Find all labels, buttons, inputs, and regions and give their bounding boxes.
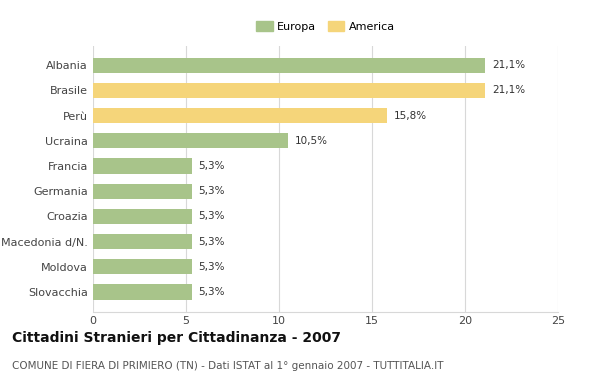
Text: 15,8%: 15,8% (394, 111, 427, 120)
Text: 5,3%: 5,3% (198, 237, 224, 247)
Bar (93, 158, 191, 174)
Bar (93, 284, 191, 299)
Legend: Europa, America: Europa, America (252, 17, 399, 36)
Text: 5,3%: 5,3% (198, 287, 224, 297)
Bar (93, 209, 191, 224)
Bar (93, 133, 289, 148)
Text: 5,3%: 5,3% (198, 186, 224, 196)
Text: 21,1%: 21,1% (492, 60, 525, 70)
Bar (93, 259, 191, 274)
Bar (93, 83, 485, 98)
Bar (93, 108, 387, 123)
Text: 5,3%: 5,3% (198, 161, 224, 171)
Text: 5,3%: 5,3% (198, 262, 224, 272)
Text: 5,3%: 5,3% (198, 211, 224, 222)
Text: 10,5%: 10,5% (295, 136, 328, 146)
Text: COMUNE DI FIERA DI PRIMIERO (TN) - Dati ISTAT al 1° gennaio 2007 - TUTTITALIA.IT: COMUNE DI FIERA DI PRIMIERO (TN) - Dati … (12, 361, 443, 371)
Text: Cittadini Stranieri per Cittadinanza - 2007: Cittadini Stranieri per Cittadinanza - 2… (12, 331, 341, 345)
Bar (93, 234, 191, 249)
Bar (93, 58, 485, 73)
Bar (93, 184, 191, 199)
Text: 21,1%: 21,1% (492, 86, 525, 95)
